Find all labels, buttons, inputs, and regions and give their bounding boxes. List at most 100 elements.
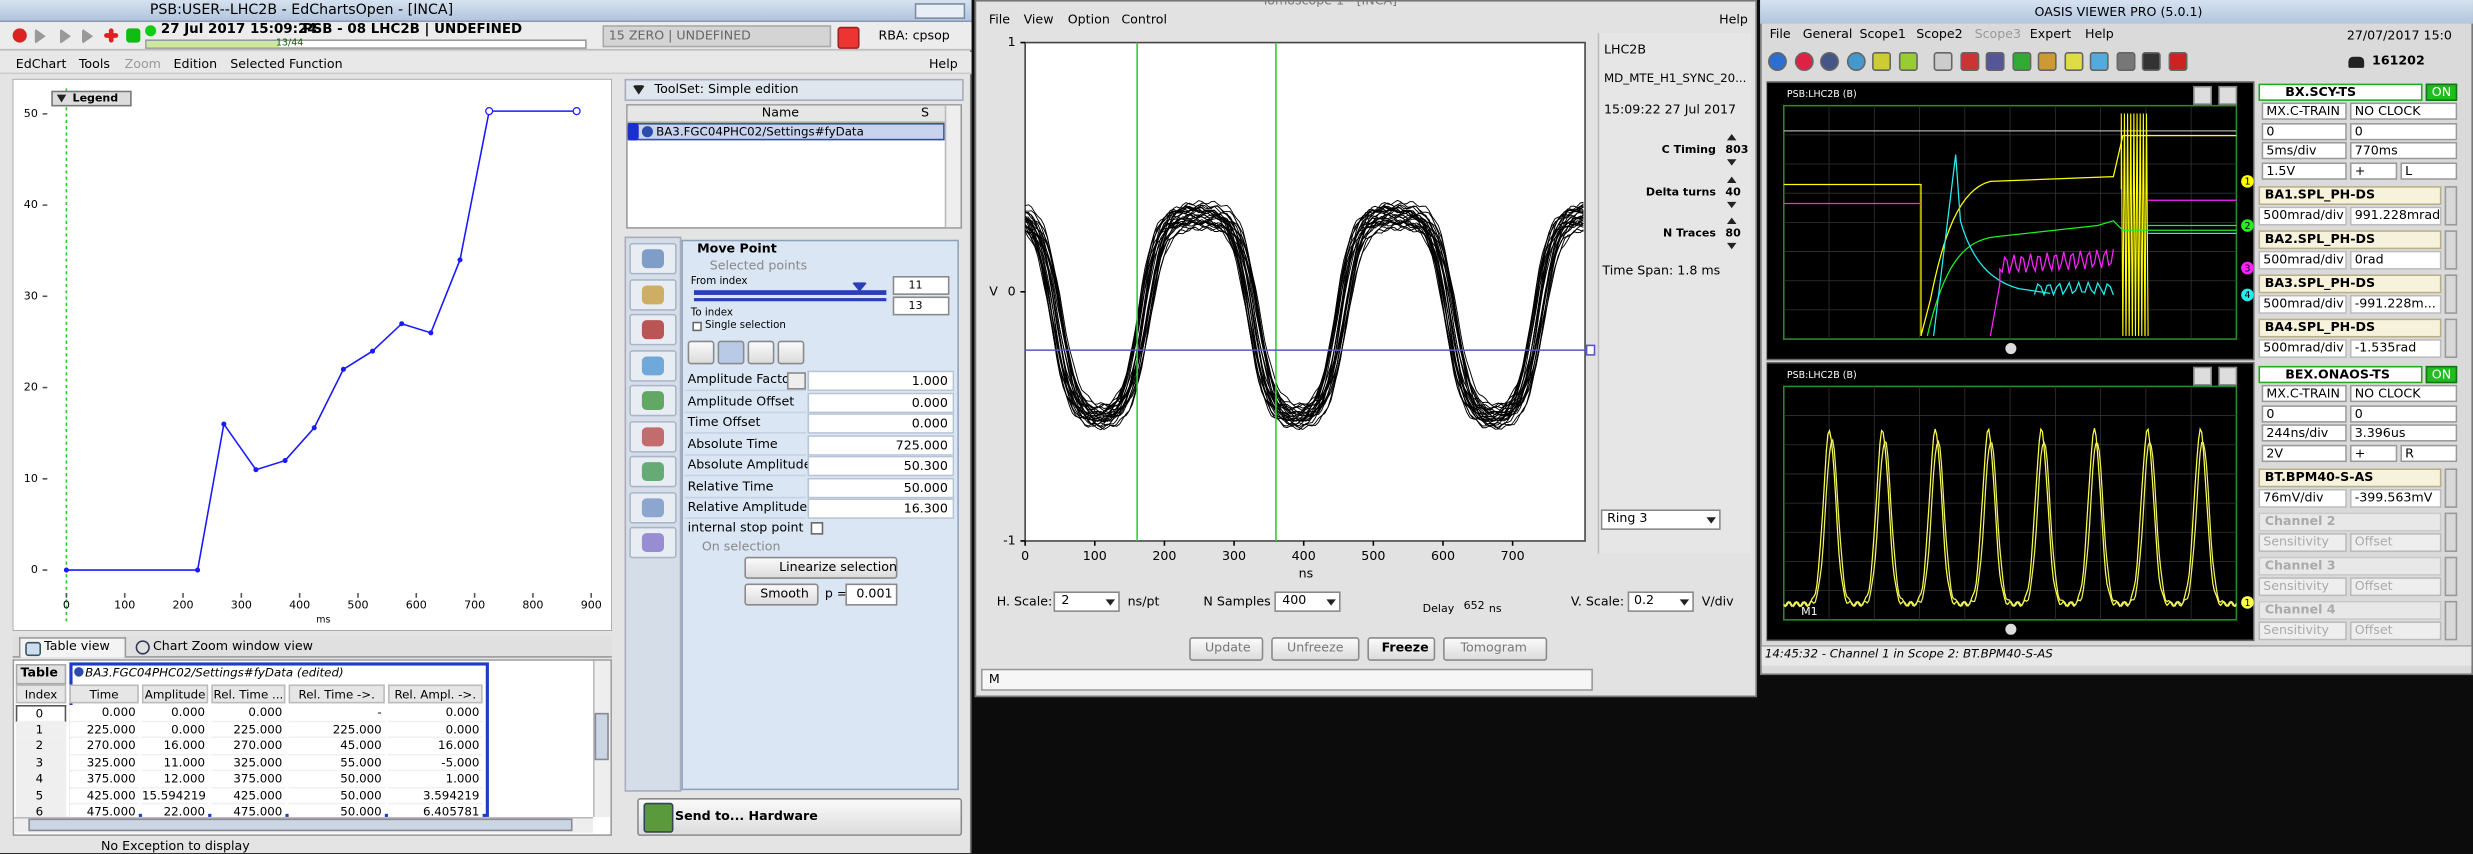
add-icon[interactable] bbox=[108, 28, 114, 43]
slider-thumb[interactable] bbox=[851, 282, 868, 292]
stop-icon[interactable] bbox=[12, 28, 27, 43]
tab-selected[interactable] bbox=[18, 637, 127, 658]
menu-item[interactable]: Expert bbox=[2029, 26, 2072, 42]
trigger-cell[interactable]: 5ms/div bbox=[2261, 141, 2347, 160]
to-index[interactable]: 13 bbox=[908, 299, 923, 313]
slider-track[interactable] bbox=[693, 290, 887, 295]
menu-item[interactable]: Help bbox=[2085, 26, 2114, 42]
tool-icon[interactable] bbox=[2167, 52, 2187, 71]
property-value[interactable]: 50.000 bbox=[807, 477, 955, 498]
ring-select[interactable] bbox=[1600, 509, 1721, 530]
trigger-cell[interactable]: R bbox=[2400, 443, 2458, 462]
channel-name[interactable]: Channel 4 bbox=[2258, 600, 2442, 620]
channel-sensitivity[interactable]: 500mrad/div bbox=[2258, 250, 2347, 270]
channel-offset[interactable]: -399.563mV bbox=[2349, 488, 2442, 508]
property-value[interactable]: 16.300 bbox=[807, 498, 955, 519]
trigger-cell[interactable]: MX.C-TRAIN bbox=[2261, 384, 2347, 403]
slider-track[interactable] bbox=[693, 298, 887, 302]
play-icon[interactable] bbox=[34, 28, 46, 45]
linearize-button[interactable] bbox=[744, 556, 898, 579]
channel-name[interactable]: BA4.SPL_PH-DS bbox=[2258, 318, 2442, 338]
list-scroll[interactable] bbox=[944, 105, 961, 228]
play-icon[interactable] bbox=[82, 28, 94, 45]
arrow-button[interactable] bbox=[747, 340, 775, 365]
trigger-cell[interactable]: 2V bbox=[2261, 443, 2347, 462]
spinner[interactable] bbox=[892, 296, 950, 316]
trigger-cell[interactable]: 0 bbox=[2261, 404, 2347, 422]
button-label[interactable]: Freeze bbox=[1381, 640, 1429, 655]
menu-item[interactable]: EdChart bbox=[15, 56, 67, 71]
trigger-cell[interactable]: NO CLOCK bbox=[2349, 102, 2458, 120]
arrow-button[interactable] bbox=[687, 340, 715, 365]
channel-offset[interactable]: -1.535rad bbox=[2349, 339, 2442, 359]
action-button[interactable] bbox=[1443, 637, 1548, 661]
trigger-cell[interactable]: 3.396us bbox=[2349, 424, 2458, 442]
tool-icon[interactable] bbox=[2089, 52, 2109, 71]
channel-name[interactable]: BT.BPM40-S-AS bbox=[2258, 468, 2442, 488]
property-value[interactable]: 0.000 bbox=[807, 413, 955, 434]
channel-sensitivity[interactable]: Sensitivity bbox=[2258, 533, 2347, 553]
function-name[interactable]: BA3.FGC04PHC02/Settings#fyData bbox=[656, 124, 864, 139]
menu-item[interactable]: Help bbox=[928, 56, 958, 71]
button-label[interactable]: Tomogram bbox=[1460, 640, 1527, 655]
control-value[interactable]: 652 bbox=[1463, 599, 1485, 612]
param-value[interactable]: 40 bbox=[1725, 185, 1741, 198]
channel-name[interactable]: BA3.SPL_PH-DS bbox=[2258, 274, 2442, 294]
menu-item[interactable]: Scope1 bbox=[1859, 26, 1906, 42]
trigger-state[interactable]: ON bbox=[2425, 83, 2458, 101]
tool-icon[interactable] bbox=[1898, 52, 1918, 71]
table-hscroll-thumb[interactable] bbox=[28, 818, 573, 832]
channel-sensitivity[interactable]: 500mrad/div bbox=[2258, 339, 2347, 359]
property-value[interactable]: 725.000 bbox=[807, 434, 955, 456]
window-buttons[interactable] bbox=[914, 3, 966, 19]
spin-up[interactable] bbox=[1726, 175, 1737, 183]
channel-offset[interactable]: -991.228m... bbox=[2349, 294, 2442, 314]
tool-icon[interactable] bbox=[1767, 52, 1787, 71]
action-button[interactable] bbox=[1367, 637, 1436, 661]
checkbox[interactable] bbox=[810, 522, 824, 535]
channel-offset[interactable]: 991.228mrad bbox=[2349, 206, 2442, 226]
channel-sensitivity[interactable]: 500mrad/div bbox=[2258, 206, 2347, 226]
arrow-button[interactable] bbox=[717, 340, 745, 365]
tab-label[interactable]: Table view bbox=[44, 638, 110, 653]
trigger-cell[interactable]: 0 bbox=[2349, 404, 2458, 422]
channel-side-button[interactable] bbox=[2444, 468, 2458, 508]
channel-offset[interactable]: Offset bbox=[2349, 577, 2442, 597]
tool-icon[interactable] bbox=[1846, 52, 1865, 71]
tool-icon[interactable] bbox=[2037, 52, 2057, 71]
menu-item[interactable]: View bbox=[1023, 12, 1054, 27]
ring-value[interactable]: Ring 3 bbox=[1607, 510, 1648, 526]
tool-button[interactable] bbox=[629, 526, 677, 559]
spin-up[interactable] bbox=[1726, 134, 1737, 141]
menu-item[interactable]: General bbox=[1802, 26, 1853, 42]
tool-icon[interactable] bbox=[1872, 52, 1892, 71]
property-value[interactable]: 50.300 bbox=[807, 455, 955, 477]
property-value[interactable]: 0.000 bbox=[807, 391, 955, 413]
menu-item[interactable]: Help bbox=[1719, 12, 1748, 27]
control-value[interactable]: 400 bbox=[1282, 593, 1307, 608]
channel-name[interactable]: Channel 2 bbox=[2258, 512, 2442, 532]
menu-item[interactable]: Zoom bbox=[124, 56, 161, 71]
p-value[interactable]: 0.001 bbox=[856, 586, 893, 601]
tool-icon[interactable] bbox=[2011, 52, 2031, 71]
button-label[interactable]: Smooth bbox=[760, 586, 809, 601]
spin-down[interactable] bbox=[1726, 242, 1737, 250]
menu-item[interactable]: Control bbox=[1121, 12, 1167, 27]
trigger-cell[interactable]: + bbox=[2349, 443, 2398, 462]
property-value[interactable]: 1.000 bbox=[807, 370, 955, 392]
channel-name[interactable]: BA2.SPL_PH-DS bbox=[2258, 230, 2442, 250]
spinner[interactable] bbox=[892, 276, 950, 295]
trigger-cell[interactable]: 244ns/div bbox=[2261, 424, 2347, 442]
tab-label[interactable]: Chart Zoom window view bbox=[152, 638, 313, 653]
tool-icon[interactable] bbox=[2063, 52, 2083, 71]
alarm-icon[interactable] bbox=[837, 26, 860, 49]
tool-icon[interactable] bbox=[1959, 52, 1979, 71]
menu-item[interactable]: Selected Function bbox=[230, 56, 343, 71]
param-value[interactable]: 80 bbox=[1725, 227, 1741, 240]
menu-item[interactable]: Tools bbox=[78, 56, 110, 71]
collapse-icon[interactable] bbox=[632, 85, 646, 95]
tool-icon[interactable] bbox=[2115, 52, 2135, 71]
menu-item[interactable]: File bbox=[1769, 26, 1791, 42]
button-label[interactable]: Send to... Hardware bbox=[675, 809, 818, 824]
menu-item[interactable]: Option bbox=[1067, 12, 1110, 27]
